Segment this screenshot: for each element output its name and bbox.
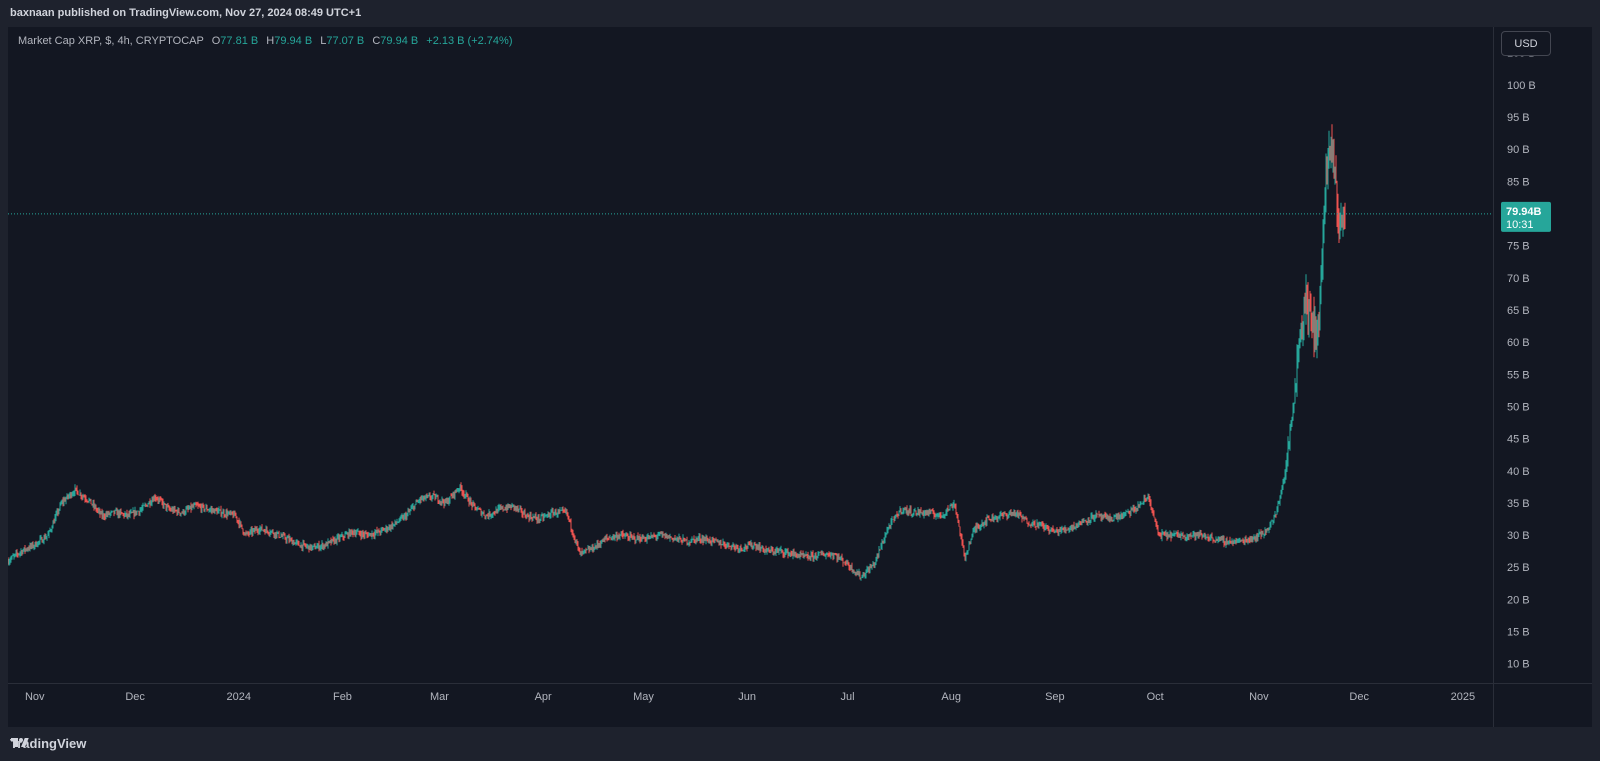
last-price-value: 79.94B	[1506, 206, 1542, 218]
y-tick-label: 75 B	[1507, 241, 1530, 253]
symbol-legend: Market Cap XRP, $, 4h, CRYPTOCAP O77.81 …	[18, 35, 513, 47]
legend-high-label: H	[266, 35, 275, 47]
x-tick-label: Sep	[1045, 691, 1065, 703]
x-tick-label: Oct	[1147, 691, 1164, 703]
last-price-countdown: 10:31	[1506, 219, 1534, 231]
tradingview-brand: TradingView	[10, 736, 87, 751]
x-tick-label: 2024	[227, 691, 251, 703]
x-tick-label: May	[633, 691, 654, 703]
legend-low-label: L	[320, 35, 327, 47]
y-tick-label: 25 B	[1507, 562, 1530, 574]
x-tick-label: Feb	[333, 691, 352, 703]
legend-change: +2.13 B (+2.74%)	[426, 35, 513, 47]
y-tick-label: 70 B	[1507, 273, 1530, 285]
y-tick-label: 95 B	[1507, 112, 1530, 124]
y-tick-label: 15 B	[1507, 627, 1530, 639]
tradingview-logo-icon	[11, 738, 29, 747]
x-tick-label: Aug	[941, 691, 961, 703]
legend-symbol: Market Cap XRP, $, 4h, CRYPTOCAP	[18, 35, 204, 47]
y-tick-label: 10 B	[1507, 659, 1530, 671]
y-tick-label: 40 B	[1507, 466, 1530, 478]
legend-close-label: C	[372, 35, 381, 47]
y-tick-label: 30 B	[1507, 530, 1530, 542]
footer: TradingView	[0, 728, 1600, 761]
x-tick-label: Apr	[535, 691, 552, 703]
chart-pane[interactable]: 105 B100 B95 B90 B85 B75 B70 B65 B60 B55…	[8, 27, 1592, 727]
currency-button[interactable]: USD	[1501, 31, 1551, 56]
x-tick-label: Dec	[1349, 691, 1369, 703]
y-tick-label: 60 B	[1507, 337, 1530, 349]
legend-low-value: 77.07 B	[326, 35, 365, 47]
x-tick-label: Jul	[840, 691, 854, 703]
x-tick-label: Nov	[25, 691, 45, 703]
publish-line: baxnaan published on TradingView.com, No…	[10, 7, 362, 19]
legend-open-value: 77.81 B	[220, 35, 259, 47]
price-chart[interactable]: 105 B100 B95 B90 B85 B75 B70 B65 B60 B55…	[8, 27, 1592, 727]
y-tick-label: 85 B	[1507, 176, 1530, 188]
y-tick-label: 65 B	[1507, 305, 1530, 317]
y-tick-label: 35 B	[1507, 498, 1530, 510]
price-axis-divider	[1493, 27, 1494, 727]
x-tick-label: Mar	[430, 691, 449, 703]
last-price-badge	[1501, 201, 1551, 232]
legend-close-value: 79.94 B	[380, 35, 419, 47]
y-tick-label: 90 B	[1507, 144, 1530, 156]
legend-high-value: 79.94 B	[274, 35, 313, 47]
y-tick-label: 50 B	[1507, 401, 1530, 413]
y-tick-label: 55 B	[1507, 369, 1530, 381]
x-tick-label: Jun	[738, 691, 756, 703]
y-tick-label: 45 B	[1507, 434, 1530, 446]
y-tick-label: 100 B	[1507, 80, 1536, 92]
y-tick-label: 20 B	[1507, 594, 1530, 606]
legend-open-label: O	[211, 35, 221, 47]
x-tick-label: Nov	[1249, 691, 1269, 703]
publish-header: baxnaan published on TradingView.com, No…	[0, 0, 1600, 26]
tradingview-logo[interactable]: TradingView	[10, 736, 86, 751]
x-tick-label: 2025	[1451, 691, 1475, 703]
candles-group	[8, 124, 1346, 581]
time-axis-divider	[8, 683, 1592, 684]
x-tick-label: Dec	[125, 691, 145, 703]
